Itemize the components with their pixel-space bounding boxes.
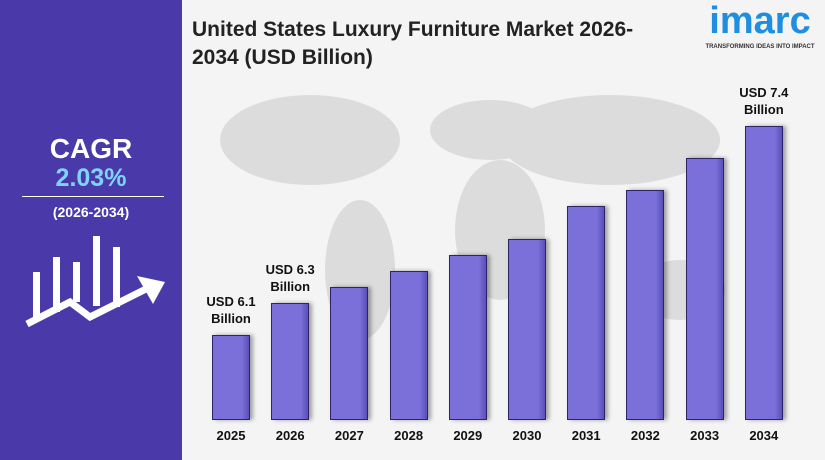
x-tick-label: 2030: [512, 428, 542, 443]
x-tick-label: 2034: [749, 428, 779, 443]
value-label: USD 6.1 Billion: [206, 294, 256, 326]
x-tick-label: 2026: [275, 428, 305, 443]
bar: [685, 158, 724, 420]
bar: [448, 254, 487, 420]
side-panel: CAGR 2.03% (2026-2034): [0, 0, 182, 460]
x-tick-label: 2032: [630, 428, 660, 443]
bar: [508, 238, 546, 420]
x-tick-label: 2033: [690, 428, 720, 443]
cagr-label: CAGR: [49, 133, 133, 164]
divider: [22, 196, 164, 197]
value-label: USD 7.4 Billion: [739, 85, 789, 117]
x-tick-label: 2027: [334, 428, 364, 443]
chart-title: United States Luxury Furniture Market 20…: [192, 18, 634, 69]
bar: [567, 206, 606, 420]
bar: [271, 302, 310, 420]
bar: [330, 286, 369, 420]
logo: imarc: [709, 0, 811, 42]
cagr-period: (2026-2034): [52, 204, 130, 220]
growth-icon: [25, 236, 165, 328]
logo-tagline: TRANSFORMING IDEAS INTO IMPACT: [705, 44, 815, 50]
x-tick-label: 2028: [394, 428, 424, 443]
x-tick-label: 2031: [571, 428, 601, 443]
bar: [744, 126, 783, 420]
value-label: USD 6.3 Billion: [265, 261, 315, 294]
bar: [212, 335, 250, 420]
x-tick-label: 2029: [453, 428, 483, 443]
cagr-value: 2.03%: [55, 164, 127, 192]
bar: [389, 270, 428, 420]
x-tick-label: 2025: [216, 428, 246, 443]
bar: [626, 190, 665, 420]
